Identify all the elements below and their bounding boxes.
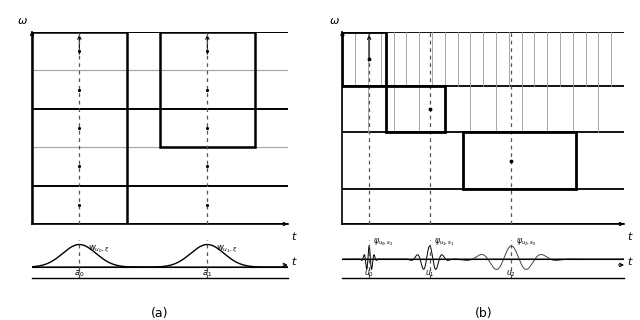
Text: $t$: $t$	[291, 230, 297, 242]
Text: $w_{u_1,\xi}$: $w_{u_1,\xi}$	[216, 244, 238, 255]
Text: $t$: $t$	[291, 255, 297, 267]
Text: $w_{u_0,\xi}$: $w_{u_0,\xi}$	[88, 244, 110, 255]
Text: $\omega$: $\omega$	[329, 16, 340, 26]
Bar	[32, 32, 127, 224]
Bar	[342, 32, 386, 86]
Text: (a): (a)	[151, 307, 169, 320]
Text: $t$: $t$	[627, 255, 634, 267]
Text: $a_0$: $a_0$	[74, 269, 84, 279]
Text: $u_0$: $u_0$	[364, 268, 374, 279]
Text: $a_1$: $a_1$	[202, 269, 212, 279]
Text: $\psi_{u_0,s_2}$: $\psi_{u_0,s_2}$	[373, 236, 394, 247]
Bar	[386, 86, 445, 132]
Bar	[160, 32, 255, 147]
Text: $\psi_{u_2,s_0}$: $\psi_{u_2,s_0}$	[516, 236, 536, 247]
Bar	[463, 132, 576, 189]
Text: $u_1$: $u_1$	[425, 268, 435, 279]
Text: $u_2$: $u_2$	[506, 268, 516, 279]
Text: $\omega$: $\omega$	[17, 16, 28, 26]
Text: $\psi_{u_1,s_1}$: $\psi_{u_1,s_1}$	[434, 236, 454, 247]
Text: $t$: $t$	[627, 230, 634, 242]
Text: (b): (b)	[474, 307, 492, 320]
